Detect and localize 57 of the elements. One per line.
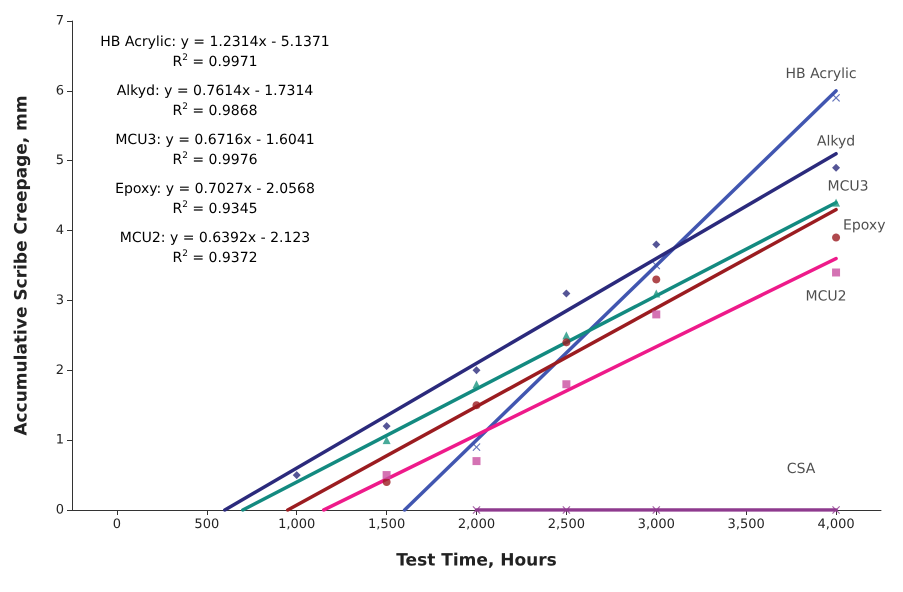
series-label: Epoxy [843, 218, 886, 234]
y-tick-label: 5 [56, 153, 64, 168]
y-tick-label: 2 [56, 362, 64, 378]
y-tick-label: 7 [56, 14, 64, 28]
annotation: HB Acrylic: y = 1.2314x - 5.1371 [100, 34, 330, 50]
point [562, 289, 570, 298]
x-tick-label: 1,500 [368, 517, 406, 532]
series-label: MCU3 [828, 178, 869, 195]
annotation: MCU2: y = 0.6392x - 2.123 [120, 230, 310, 246]
y-tick-label: 6 [56, 83, 64, 98]
point [832, 164, 840, 172]
x-tick-label: 1,000 [278, 517, 316, 532]
point [652, 310, 660, 318]
point [382, 471, 391, 480]
annotation: Epoxy: y = 0.7027x - 2.0568 [115, 181, 315, 197]
point [292, 471, 301, 480]
point [652, 275, 660, 284]
point [652, 506, 660, 514]
point [832, 506, 840, 514]
point [382, 436, 391, 444]
x-tick-label: 2,500 [548, 517, 585, 532]
y-axis-title: Accumulative Scribe Creepage, mm [12, 95, 32, 436]
x-tick-label: 4,000 [817, 517, 855, 532]
series-label: Alkyd [816, 134, 856, 150]
point [832, 234, 840, 242]
x-tick-label: 3,500 [728, 517, 765, 532]
x-axis-title: Test Time, Hours [396, 550, 557, 570]
text: CSA [786, 461, 816, 477]
point [562, 380, 570, 388]
point [472, 443, 480, 452]
point [472, 380, 480, 388]
point [652, 262, 660, 270]
annotation: Alkyd: y = 0.7614x - 1.7314 [116, 83, 314, 99]
x-tick-label: 3,000 [638, 517, 675, 532]
y-tick-label: 0 [56, 502, 64, 518]
y-tick-label: 4 [56, 223, 64, 238]
point [832, 94, 840, 102]
y-tick-label: 1 [56, 432, 64, 448]
x-tick-label: 2,000 [458, 517, 496, 532]
point [382, 422, 391, 430]
point [472, 401, 480, 410]
annotation: MCU3: y = 0.6716x - 1.6041 [115, 132, 315, 148]
series-label: MCU2 [806, 288, 847, 304]
point [832, 198, 840, 207]
series-label: HB Acrylic [785, 66, 857, 82]
point [652, 240, 660, 249]
point [562, 506, 570, 514]
point [382, 478, 391, 486]
point [832, 268, 840, 276]
point [472, 366, 480, 374]
y-tick-label: 3 [56, 292, 64, 308]
point [562, 338, 570, 346]
point [652, 289, 660, 298]
x-tick-label: 0 [112, 517, 122, 532]
x-tick-label: 500 [194, 517, 220, 532]
point [472, 506, 480, 514]
point [472, 457, 480, 466]
